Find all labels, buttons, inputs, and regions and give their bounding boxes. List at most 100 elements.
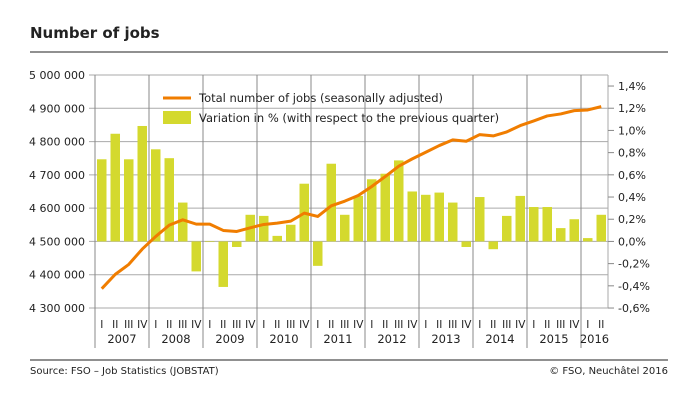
bar — [218, 241, 228, 287]
right-tick-label: 0,8% — [618, 147, 646, 160]
left-tick-label: 5 000 000 — [29, 69, 85, 82]
quarter-label: II — [220, 319, 226, 331]
year-label: 2008 — [161, 332, 190, 346]
year-label: 2013 — [431, 332, 460, 346]
year-label: 2009 — [215, 332, 244, 346]
bar — [421, 194, 431, 242]
right-tick-label: -0,4% — [618, 280, 650, 293]
left-tick-label: 4 800 000 — [29, 136, 85, 149]
quarter-label: III — [394, 319, 403, 331]
year-label: 2010 — [269, 332, 298, 346]
quarter-label: III — [124, 319, 133, 331]
bar — [529, 207, 539, 242]
quarter-label: I — [424, 319, 427, 331]
bar — [326, 163, 336, 242]
quarter-label: II — [598, 319, 604, 331]
quarter-label: III — [340, 319, 349, 331]
bar — [272, 235, 282, 242]
left-tick-label: 4 400 000 — [29, 269, 85, 282]
year-label: 2012 — [377, 332, 406, 346]
quarter-label: I — [478, 319, 481, 331]
quarter-label: IV — [137, 319, 148, 331]
quarter-label: IV — [245, 319, 256, 331]
quarter-label: I — [532, 319, 535, 331]
quarter-label: II — [328, 319, 334, 331]
left-tick-label: 4 700 000 — [29, 169, 85, 182]
bar — [596, 214, 606, 242]
quarter-label: I — [316, 319, 319, 331]
bar — [380, 173, 390, 242]
bar — [556, 228, 566, 242]
left-tick-label: 4 900 000 — [29, 102, 85, 115]
quarter-label: IV — [299, 319, 310, 331]
bar — [461, 241, 471, 247]
bar — [367, 179, 377, 242]
bar — [313, 241, 323, 266]
bar — [407, 191, 417, 242]
quarter-label: I — [370, 319, 373, 331]
bar — [340, 214, 350, 242]
quarter-label: I — [208, 319, 211, 331]
bar — [448, 202, 458, 242]
copyright-note: © FSO, Neuchâtel 2016 — [549, 366, 668, 377]
bar — [151, 149, 161, 242]
bar — [583, 238, 593, 242]
right-tick-label: -0,6% — [618, 302, 650, 315]
quarter-label: IV — [461, 319, 472, 331]
year-label: 2016 — [580, 332, 609, 346]
quarter-label: IV — [515, 319, 526, 331]
year-label: 2011 — [323, 332, 352, 346]
bar — [124, 159, 134, 242]
bar — [110, 133, 120, 242]
quarter-label: III — [178, 319, 187, 331]
bar — [475, 197, 485, 242]
right-tick-label: 0,6% — [618, 169, 646, 182]
bar — [205, 241, 215, 243]
quarter-label: II — [274, 319, 280, 331]
bar — [232, 241, 242, 247]
quarter-label: I — [262, 319, 265, 331]
bar — [137, 125, 147, 242]
bar — [515, 195, 525, 242]
bar — [488, 241, 498, 250]
quarter-label: IV — [569, 319, 580, 331]
year-label: 2007 — [107, 332, 136, 346]
quarter-label: III — [286, 319, 295, 331]
quarter-label: II — [112, 319, 118, 331]
bar — [434, 192, 444, 242]
quarter-label: I — [154, 319, 157, 331]
quarter-label: II — [490, 319, 496, 331]
quarter-label: II — [544, 319, 550, 331]
bar — [569, 219, 579, 242]
source-note: Source: FSO – Job Statistics (JOBSTAT) — [30, 366, 219, 377]
left-tick-label: 4 500 000 — [29, 235, 85, 248]
right-tick-label: 1,2% — [618, 102, 646, 115]
quarter-label: III — [448, 319, 457, 331]
bar — [191, 241, 201, 272]
legend-label: Variation in % (with respect to the prev… — [199, 111, 499, 125]
year-label: 2015 — [539, 332, 568, 346]
quarter-label: III — [556, 319, 565, 331]
bar — [394, 160, 404, 242]
quarter-label: III — [232, 319, 241, 331]
quarter-label: II — [436, 319, 442, 331]
bar — [178, 202, 188, 242]
quarter-label: IV — [191, 319, 202, 331]
bar — [502, 215, 512, 242]
year-label: 2014 — [485, 332, 514, 346]
left-tick-label: 4 600 000 — [29, 202, 85, 215]
left-tick-label: 4 300 000 — [29, 302, 85, 315]
jobs-line — [100, 105, 602, 290]
bar — [286, 224, 296, 242]
quarter-label: II — [382, 319, 388, 331]
right-tick-label: 0,0% — [618, 235, 646, 248]
right-tick-label: 0,2% — [618, 213, 646, 226]
quarter-label: IV — [353, 319, 364, 331]
bar — [164, 158, 174, 242]
legend-bar-swatch — [163, 111, 191, 124]
bar — [97, 159, 107, 242]
right-tick-label: 0,4% — [618, 191, 646, 204]
legend-label: Total number of jobs (seasonally adjuste… — [198, 91, 443, 105]
bar — [353, 195, 363, 242]
